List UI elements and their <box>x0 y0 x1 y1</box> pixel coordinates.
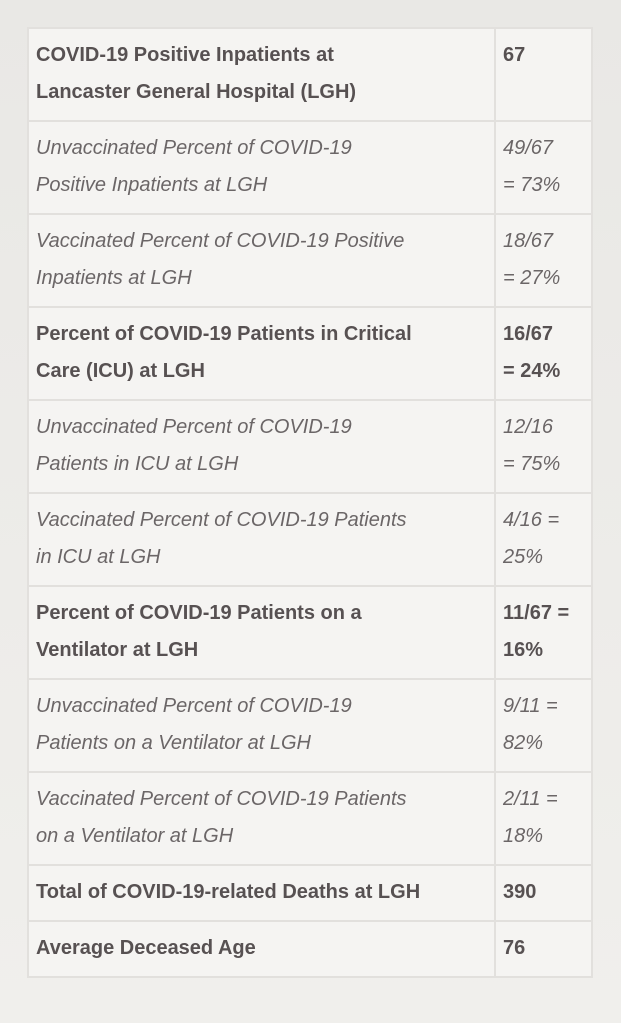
metric-label-cell: Vaccinated Percent of COVID-19 Patients … <box>27 492 496 587</box>
metric-value-cell: 16/67 = 24% <box>494 306 593 401</box>
table-row: Total of COVID-19-related Deaths at LGH … <box>27 864 593 922</box>
table-row: Vaccinated Percent of COVID-19 Positive … <box>27 213 593 308</box>
metric-label-cell: Vaccinated Percent of COVID-19 Patients … <box>27 771 496 866</box>
table-row: Unvaccinated Percent of COVID-19 Positiv… <box>27 120 593 215</box>
table-row: Vaccinated Percent of COVID-19 Patients … <box>27 492 593 587</box>
covid-stats-table: COVID-19 Positive Inpatients at Lancaste… <box>27 27 593 978</box>
metric-label-cell: COVID-19 Positive Inpatients at Lancaste… <box>27 27 496 122</box>
metric-label-cell: Unvaccinated Percent of COVID-19 Patient… <box>27 678 496 773</box>
metric-value-cell: 11/67 = 16% <box>494 585 593 680</box>
metric-value-cell: 390 <box>494 864 593 922</box>
table-row: Percent of COVID-19 Patients on a Ventil… <box>27 585 593 680</box>
metric-value-cell: 12/16 = 75% <box>494 399 593 494</box>
table-row: Vaccinated Percent of COVID-19 Patients … <box>27 771 593 866</box>
metric-value-cell: 9/11 = 82% <box>494 678 593 773</box>
metric-value-cell: 76 <box>494 920 593 978</box>
table-row: Unvaccinated Percent of COVID-19 Patient… <box>27 678 593 773</box>
metric-label-cell: Percent of COVID-19 Patients in Critical… <box>27 306 496 401</box>
metric-value-cell: 2/11 = 18% <box>494 771 593 866</box>
table-row: Unvaccinated Percent of COVID-19 Patient… <box>27 399 593 494</box>
table-row: Average Deceased Age 76 <box>27 920 593 978</box>
metric-label-cell: Average Deceased Age <box>27 920 496 978</box>
metric-value-cell: 4/16 = 25% <box>494 492 593 587</box>
metric-label-cell: Vaccinated Percent of COVID-19 Positive … <box>27 213 496 308</box>
metric-label-cell: Unvaccinated Percent of COVID-19 Patient… <box>27 399 496 494</box>
metric-value-cell: 18/67 = 27% <box>494 213 593 308</box>
table-row: COVID-19 Positive Inpatients at Lancaste… <box>27 27 593 122</box>
metric-value-cell: 67 <box>494 27 593 122</box>
metric-label-cell: Total of COVID-19-related Deaths at LGH <box>27 864 496 922</box>
metric-label-cell: Unvaccinated Percent of COVID-19 Positiv… <box>27 120 496 215</box>
table-row: Percent of COVID-19 Patients in Critical… <box>27 306 593 401</box>
metric-label-cell: Percent of COVID-19 Patients on a Ventil… <box>27 585 496 680</box>
metric-value-cell: 49/67 = 73% <box>494 120 593 215</box>
